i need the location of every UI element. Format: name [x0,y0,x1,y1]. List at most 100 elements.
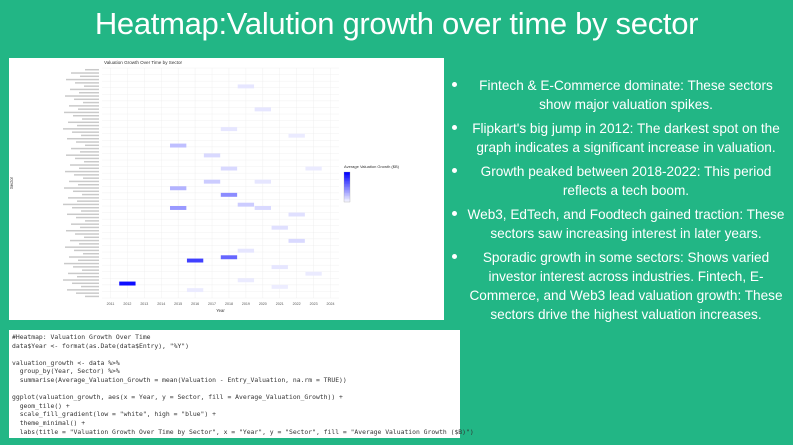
y-tick-label [71,147,99,150]
insight-text: Flipkart's big jump in 2012: The darkest… [472,121,780,155]
y-tick-label [67,289,99,291]
y-tick-label [70,88,99,91]
y-tick-label [83,252,99,255]
insight-text: Growth peaked between 2018-2022: This pe… [480,164,772,198]
heatmap-tile [305,166,322,171]
legend-color-step [344,200,350,203]
bullet-dot-icon [452,125,457,130]
y-tick-label [79,167,99,170]
x-tick-label: 2019 [242,302,250,306]
insight-bullet: Sporadic growth in some sectors: Shows v… [452,248,792,324]
y-tick-label [74,98,99,101]
heatmap-tile [288,133,305,138]
y-tick-label [79,243,99,245]
y-tick-label [73,190,99,193]
y-tick-label [84,236,99,239]
insight-bullet: Web3, EdTech, and Foodtech gained tracti… [452,205,792,243]
y-tick-label [84,85,99,87]
insight-text: Web3, EdTech, and Foodtech gained tracti… [467,207,785,241]
x-tick-label: 2014 [157,302,165,306]
y-tick-label [71,223,99,225]
y-tick-label [66,229,99,232]
bullet-dot-icon [452,82,457,87]
heatmap-tile [254,206,271,210]
heatmap-tile [305,271,322,276]
x-tick-label: 2022 [293,302,301,306]
y-tick-label [68,121,99,124]
legend-color-step [344,184,350,186]
y-tick-label [75,233,99,235]
code-line: #Heatmap: Valuation Growth Over Time [12,333,151,341]
code-line: geom_tile() + [12,401,70,410]
insight-bullet: Growth peaked between 2018-2022: This pe… [452,162,792,200]
x-tick-label: 2020 [259,302,267,306]
y-tick-label [75,157,99,160]
y-tick-label [83,101,99,104]
legend-color-step [344,179,350,182]
y-tick-label [85,295,99,298]
x-tick-label: 2018 [225,302,233,306]
y-tick-label [63,128,99,130]
heatmap-tile [237,248,255,253]
y-tick-label [77,275,99,278]
x-tick-label: 2023 [310,302,318,306]
x-axis-label: Year [216,308,225,313]
x-tick-label: 2011 [107,302,115,306]
y-tick-label [81,285,99,288]
y-tick-label [66,78,99,81]
y-tick-label [68,197,99,199]
insights-list: Fintech & E-Commerce dominate: These sec… [452,76,792,329]
y-tick-label [67,213,99,216]
y-tick-label [85,144,99,147]
code-line: ggplot(valuation_growth, aes(x = Year, y… [12,393,343,402]
legend-color-step [344,181,350,183]
slide-title: Heatmap:Valution growth over time by sec… [94,6,699,41]
y-tick-label [80,151,99,153]
legend-color-step [344,182,350,185]
code-line: data$Year <- format(as.Date(data$Entry),… [12,341,189,350]
y-tick-label [84,160,99,163]
heatmap-tile [271,225,288,230]
heatmap-tile [237,202,255,207]
legend-color-step [344,175,350,177]
y-tick-label [65,246,99,248]
legend-color-step [344,173,350,176]
y-tick-label [70,239,99,242]
y-tick-label [69,105,99,107]
code-line: summarise(Average_Valuation_Growth = mea… [12,376,347,384]
y-tick-label [66,154,99,156]
x-tick-label: 2017 [208,302,216,306]
y-tick-label [74,174,99,176]
code-line: scale_fill_gradient(low = "white", high … [12,410,216,419]
code-line: theme_minimal() + [12,419,86,427]
y-tick-label [77,124,99,127]
legend-title: Average Valuation Growth ($B) [344,164,400,169]
y-tick-label [69,256,99,258]
heatmap-tile [220,255,238,260]
x-tick-label: 2021 [276,302,284,306]
y-tick-label [64,187,99,189]
x-tick-label: 2015 [174,302,182,306]
y-tick-label [82,193,99,196]
heatmap-tile [220,127,238,132]
insight-text: Sporadic growth in some sectors: Shows v… [469,250,783,322]
heatmap-tile [186,258,204,263]
heatmap-tile [237,84,255,89]
y-tick-label [73,266,99,268]
legend-color-step [344,172,350,174]
heatmap-tile [170,143,187,148]
heatmap-tile [186,288,204,293]
legend-color-step [344,199,350,201]
y-tick-label [80,75,99,78]
legend-color-step [344,191,350,194]
legend-colorbar [343,171,351,203]
y-tick-label [81,134,99,137]
y-tick-label [81,210,99,212]
legend-color-step [344,194,350,197]
legend-color-step [344,178,350,180]
heatmap-tile [237,278,255,283]
x-tick-label: 2013 [140,302,148,306]
y-tick-label [63,279,99,281]
insight-text: Fintech & E-Commerce dominate: These sec… [479,78,773,112]
r-code-block: #Heatmap: Valuation Growth Over Time data… [9,330,474,438]
